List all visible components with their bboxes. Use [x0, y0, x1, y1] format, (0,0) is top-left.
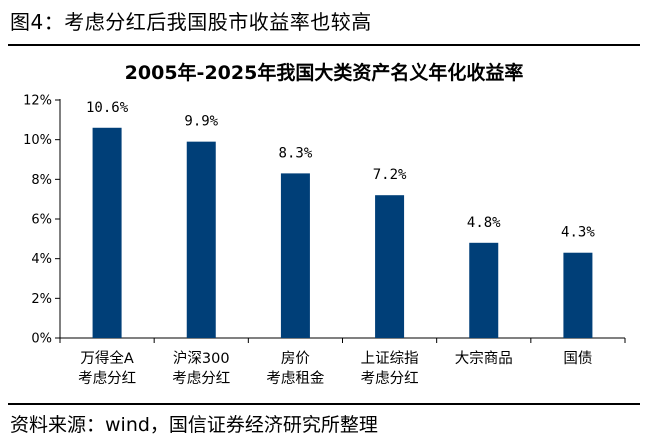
bottom-rule — [8, 403, 640, 405]
bar — [469, 242, 499, 338]
category-label: 考虑分红 — [361, 370, 419, 387]
chart-title: 2005年-2025年我国大类资产名义年化收益率 — [124, 62, 524, 84]
category-label: 国债 — [563, 350, 592, 367]
y-tick-label: 6% — [31, 213, 52, 228]
category-label: 大宗商品 — [455, 350, 513, 367]
category-label: 考虑分红 — [172, 370, 230, 387]
top-rule — [8, 44, 640, 46]
y-tick-label: 8% — [31, 173, 52, 188]
category-label: 考虑租金 — [266, 370, 324, 387]
bar — [563, 252, 593, 338]
category-label: 上证综指 — [361, 350, 419, 367]
data-label: 8.3% — [279, 145, 313, 161]
y-tick-label: 2% — [31, 292, 52, 307]
category-label: 沪深300 — [173, 350, 230, 367]
y-tick-label: 12% — [23, 94, 52, 109]
y-tick-label: 4% — [31, 252, 52, 267]
data-label: 4.8% — [467, 215, 501, 231]
category-label: 房价 — [281, 350, 310, 367]
category-label: 万得全A — [80, 349, 133, 367]
y-tick-label: 0% — [31, 332, 52, 347]
figure-caption: 图4：考虑分红后我国股市收益率也较高 — [10, 10, 372, 34]
source-note: 资料来源：wind，国信证券经济研究所整理 — [10, 414, 378, 436]
data-label: 10.6% — [86, 100, 129, 116]
data-label: 7.2% — [373, 167, 407, 183]
bar — [280, 173, 310, 338]
y-tick-label: 10% — [23, 133, 52, 148]
bar — [186, 141, 216, 338]
data-label: 9.9% — [184, 114, 218, 130]
bar — [92, 127, 122, 339]
data-label: 4.3% — [561, 225, 595, 241]
category-label: 考虑分红 — [78, 370, 136, 387]
bar — [375, 195, 405, 338]
